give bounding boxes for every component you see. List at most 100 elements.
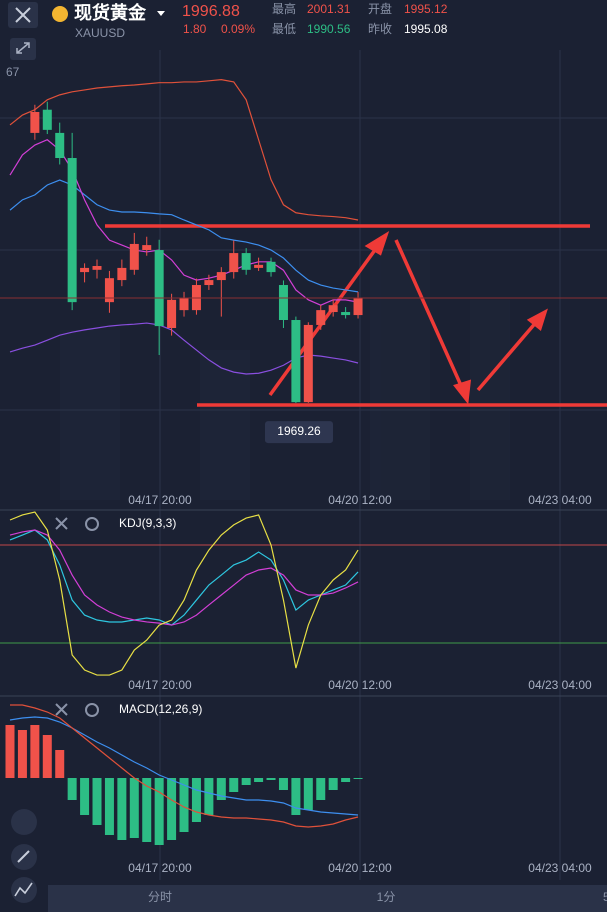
stat-value: 1995.08	[404, 22, 448, 36]
settings-icon[interactable]	[85, 703, 99, 717]
histogram-bar	[353, 778, 363, 779]
gold-icon	[52, 6, 68, 22]
histogram-bar	[229, 778, 239, 792]
low-tag-box	[265, 421, 333, 444]
histogram-bar	[17, 730, 27, 778]
indicator-title: MACD(12,26,9)	[119, 702, 202, 716]
candle-body	[353, 298, 363, 316]
stat-label: 最高	[272, 1, 296, 16]
grid	[0, 50, 607, 880]
candle-body	[55, 132, 65, 159]
candle-body	[30, 111, 40, 133]
histogram-bar	[142, 778, 152, 842]
stat-label: 最低	[272, 22, 296, 36]
histogram-bar	[254, 778, 264, 782]
time-label: 04/20 12:00	[328, 678, 392, 692]
candle-body	[254, 264, 264, 268]
time-label: 04/23 04:00	[528, 493, 592, 507]
candle-body	[341, 312, 351, 316]
candle-body	[117, 267, 127, 281]
histogram-bar	[266, 778, 276, 780]
tab[interactable]: 1分	[377, 890, 396, 904]
stat-label: 昨收	[368, 22, 392, 36]
indicator-line	[9, 529, 359, 626]
histogram-bar	[5, 725, 15, 778]
time-label: 04/17 20:00	[128, 493, 192, 507]
settings-icon[interactable]	[85, 517, 99, 531]
candle-body	[104, 278, 114, 303]
candle-body	[328, 305, 338, 313]
time-label: 04/20 12:00	[328, 861, 392, 875]
candle-body	[266, 261, 276, 273]
stat-value: 1995.12	[404, 2, 448, 16]
tab[interactable]: 分时	[148, 890, 172, 904]
histogram-bar	[129, 778, 139, 838]
time-label: 04/17 20:00	[128, 678, 192, 692]
low-tag: 1969.26	[277, 424, 321, 438]
instrument-name[interactable]: 现货黄金	[74, 2, 147, 23]
candle-body	[167, 299, 177, 328]
stat-value: 2001.31	[307, 2, 351, 16]
candle-body	[142, 245, 152, 251]
indicator-line	[9, 511, 359, 676]
histogram-bar	[316, 778, 326, 800]
time-label: 04/17 20:00	[128, 861, 192, 875]
histogram-bar	[80, 778, 90, 815]
histogram-bar	[303, 778, 313, 810]
candle-body	[154, 250, 164, 327]
last-price: 1996.88	[182, 3, 240, 20]
candle-body	[92, 266, 102, 270]
close-icon	[15, 7, 31, 23]
candle-body	[129, 243, 139, 270]
pen-icon	[17, 850, 30, 863]
histogram-bar	[216, 778, 226, 800]
indicator-line	[9, 716, 359, 816]
time-label: 04/20 12:00	[328, 493, 392, 507]
histogram-bar	[278, 778, 288, 790]
histogram-bar	[92, 778, 102, 825]
stat-value: 1990.56	[307, 22, 351, 36]
histogram-bar	[191, 778, 201, 822]
tab[interactable]: 5	[603, 890, 607, 904]
change: 1.80	[183, 22, 207, 36]
histogram-bar	[241, 778, 251, 785]
histogram-bar	[117, 778, 127, 840]
indicator-line	[9, 79, 359, 221]
histogram-bar	[67, 778, 77, 800]
candle-body	[42, 109, 52, 130]
symbol: XAUUSD	[75, 26, 125, 40]
tool-button[interactable]	[11, 877, 37, 903]
indicator-title: KDJ(9,3,3)	[119, 516, 176, 530]
tab-bar	[48, 885, 607, 912]
change-pct: 0.09%	[221, 22, 255, 36]
histogram-bar	[328, 778, 338, 790]
fullscreen-icon	[16, 42, 30, 54]
candle-body	[80, 267, 90, 273]
plots: 1969.26 04/17 20:00 04/20 12:00 04/23 04:00…	[0, 79, 607, 875]
histogram-bar	[30, 725, 40, 778]
candle-body	[229, 253, 239, 273]
tool-button[interactable]	[11, 809, 37, 835]
histogram-bar	[42, 735, 52, 778]
time-label: 04/23 04:00	[528, 861, 592, 875]
time-label: 04/23 04:00	[528, 678, 592, 692]
candle-body	[204, 280, 214, 286]
histogram-bar	[55, 750, 65, 778]
candle-body	[291, 320, 301, 403]
candle-body	[216, 272, 226, 281]
candle-body	[303, 324, 313, 403]
drawing	[105, 224, 607, 407]
indicator-line	[10, 704, 359, 828]
dropdown-arrow[interactable]	[157, 11, 165, 16]
histogram-bar	[341, 778, 351, 782]
histogram-bar	[154, 778, 164, 845]
histogram-bar	[167, 778, 177, 840]
fullscreen-button[interactable]	[10, 38, 36, 60]
candle-body	[278, 285, 288, 321]
chart-icon	[14, 882, 33, 897]
remove-indicator[interactable]	[55, 703, 68, 716]
remove-indicator[interactable]	[55, 517, 68, 530]
